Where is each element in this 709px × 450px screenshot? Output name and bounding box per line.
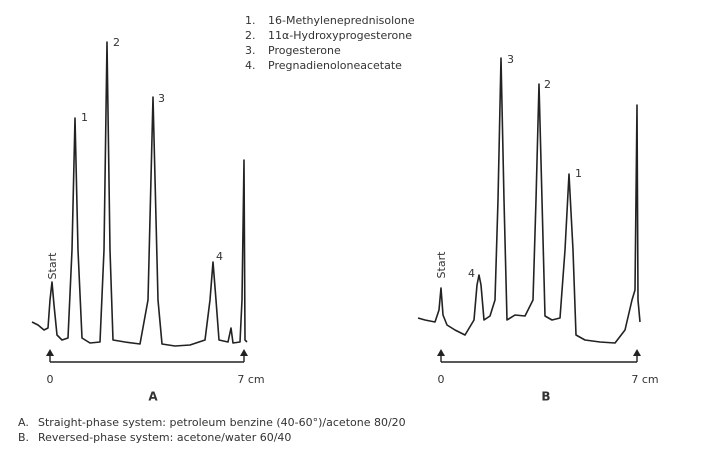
- panel-label: B: [541, 390, 550, 404]
- start-label: Start: [435, 251, 448, 279]
- arrow-head: [46, 349, 54, 356]
- axis-start: 0: [438, 373, 445, 386]
- footnotes: A. Straight-phase system: petroleum benz…: [18, 416, 406, 444]
- peak-label: 4: [468, 267, 475, 280]
- arrow-head: [240, 349, 248, 356]
- legend-text: 11α-Hydroxyprogesterone: [268, 29, 412, 42]
- legend-text: 16-Methyleneprednisolone: [268, 14, 415, 27]
- peak-label: 1: [575, 167, 582, 180]
- footnote-text: Reversed-phase system: acetone/water 60/…: [38, 431, 291, 444]
- peak-label: 3: [158, 92, 165, 105]
- footnote-key: A.: [18, 416, 29, 429]
- axis-end-label: 7 cm: [631, 373, 658, 386]
- arrow-head: [633, 349, 641, 356]
- arrow-head: [437, 349, 445, 356]
- trace: [417, 57, 641, 344]
- start-label: Start: [46, 252, 59, 280]
- legend-number: 4.: [245, 59, 256, 72]
- footnote-key: B.: [18, 431, 29, 444]
- peak-label: 1: [81, 111, 88, 124]
- panel-label: A: [148, 390, 158, 404]
- axis-start: 0: [47, 373, 54, 386]
- peak-label: 4: [216, 250, 223, 263]
- footnote-text: Straight-phase system: petroleum benzine…: [38, 416, 406, 429]
- peak-label: 2: [544, 78, 551, 91]
- panel-a: Start 1 2 3 4 0 7 cm A: [31, 36, 265, 404]
- legend-text: Pregnadienoloneacetate: [268, 59, 402, 72]
- peak-label: 3: [507, 53, 514, 66]
- legend-number: 1.: [245, 14, 256, 27]
- legend: 1. 16-Methyleneprednisolone 2. 11α-Hydro…: [245, 14, 415, 72]
- legend-number: 3.: [245, 44, 256, 57]
- legend-text: Progesterone: [268, 44, 341, 57]
- axis-end-label: 7 cm: [237, 373, 264, 386]
- trace: [31, 41, 248, 347]
- legend-number: 2.: [245, 29, 256, 42]
- peak-label: 2: [113, 36, 120, 49]
- panel-b: Start 4 3 2 1 0 7 cm B: [417, 53, 659, 404]
